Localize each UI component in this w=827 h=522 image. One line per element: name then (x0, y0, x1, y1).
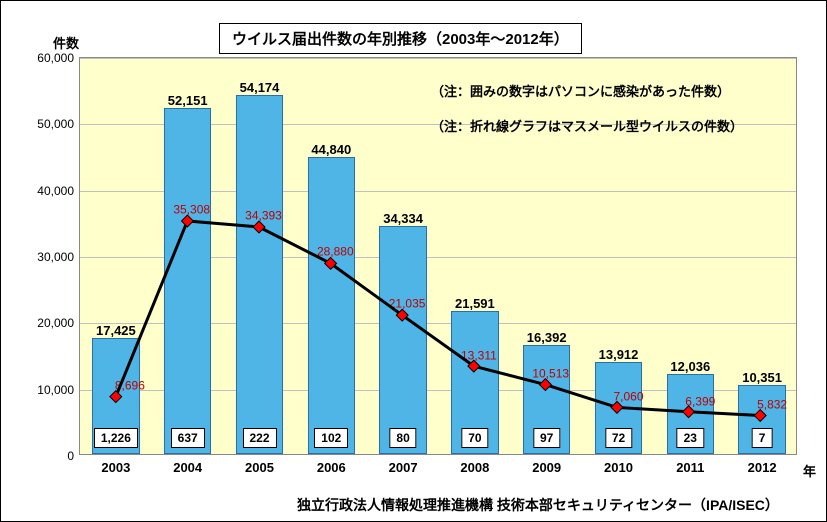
y-tick-label: 10,000 (37, 383, 80, 397)
line-value-label: 35,308 (173, 202, 210, 216)
line-value-label: 21,035 (389, 297, 426, 311)
line-value-label: 8,696 (115, 379, 145, 393)
footer-text: 独立行政法人情報処理推進機構 技術本部セキュリティセンター（IPA/ISEC） (297, 495, 779, 515)
infected-count-box: 7 (752, 428, 773, 448)
infected-count-box: 1,226 (94, 428, 138, 448)
y-tick-label: 60,000 (37, 51, 80, 65)
bar-value-label: 34,334 (383, 211, 423, 226)
chart-container: 件数 0 10,000 20,000 30,000 40,000 50,000 60,000… (0, 0, 827, 522)
bar (164, 108, 211, 454)
line-value-label: 34,393 (245, 208, 282, 222)
bar (308, 157, 355, 454)
bar (236, 95, 283, 454)
x-tick-label: 2004 (173, 454, 202, 475)
x-tick-label: 2011 (676, 454, 704, 475)
bar (379, 226, 426, 454)
y-tick-label: 50,000 (37, 117, 80, 131)
infected-count-box: 637 (171, 428, 205, 448)
infected-count-box: 23 (677, 428, 704, 448)
line-value-label: 10,513 (532, 367, 569, 381)
chart-title: ウイルス届出件数の年別推移（2003年～2012年） (219, 23, 582, 54)
x-tick-label: 2010 (604, 454, 633, 475)
infected-count-box: 72 (605, 428, 632, 448)
line-value-label: 7,060 (613, 390, 643, 404)
x-tick-label: 2003 (101, 454, 130, 475)
infected-count-box: 70 (461, 428, 488, 448)
bar-value-label: 44,840 (311, 142, 351, 157)
line-value-label: 6,399 (685, 394, 715, 408)
y-axis-label: 件数 (53, 33, 79, 52)
x-tick-label: 2006 (317, 454, 346, 475)
bar-value-label: 54,174 (240, 80, 280, 95)
infected-count-box: 222 (242, 428, 276, 448)
x-axis-label: 年 (803, 461, 816, 480)
bar-value-label: 17,425 (96, 323, 136, 338)
infected-count-box: 80 (389, 428, 416, 448)
bar-value-label: 13,912 (599, 347, 639, 362)
note-1: （注：囲みの数字はパソコンに感染があった件数） (431, 81, 730, 100)
gridline (80, 58, 796, 59)
x-tick-label: 2005 (245, 454, 274, 475)
y-tick-label: 0 (67, 449, 80, 463)
bar-value-label: 21,591 (455, 296, 495, 311)
bar-value-label: 12,036 (670, 359, 710, 374)
infected-count-box: 97 (533, 428, 560, 448)
bar-value-label: 52,151 (168, 93, 208, 108)
note-2: （注：折れ線グラフはマスメール型ウイルスの件数） (431, 116, 743, 135)
infected-count-box: 102 (314, 428, 348, 448)
y-tick-label: 40,000 (37, 184, 80, 198)
line-value-label: 13,311 (461, 348, 497, 362)
bar-value-label: 10,351 (742, 370, 782, 385)
x-tick-label: 2012 (748, 454, 777, 475)
x-tick-label: 2007 (389, 454, 418, 475)
x-tick-label: 2008 (460, 454, 489, 475)
y-tick-label: 20,000 (37, 316, 80, 330)
x-tick-label: 2009 (532, 454, 561, 475)
line-value-label: 28,880 (317, 245, 354, 259)
bar-value-label: 16,392 (527, 330, 567, 345)
y-tick-label: 30,000 (37, 250, 80, 264)
line-value-label: 5,832 (757, 398, 787, 412)
